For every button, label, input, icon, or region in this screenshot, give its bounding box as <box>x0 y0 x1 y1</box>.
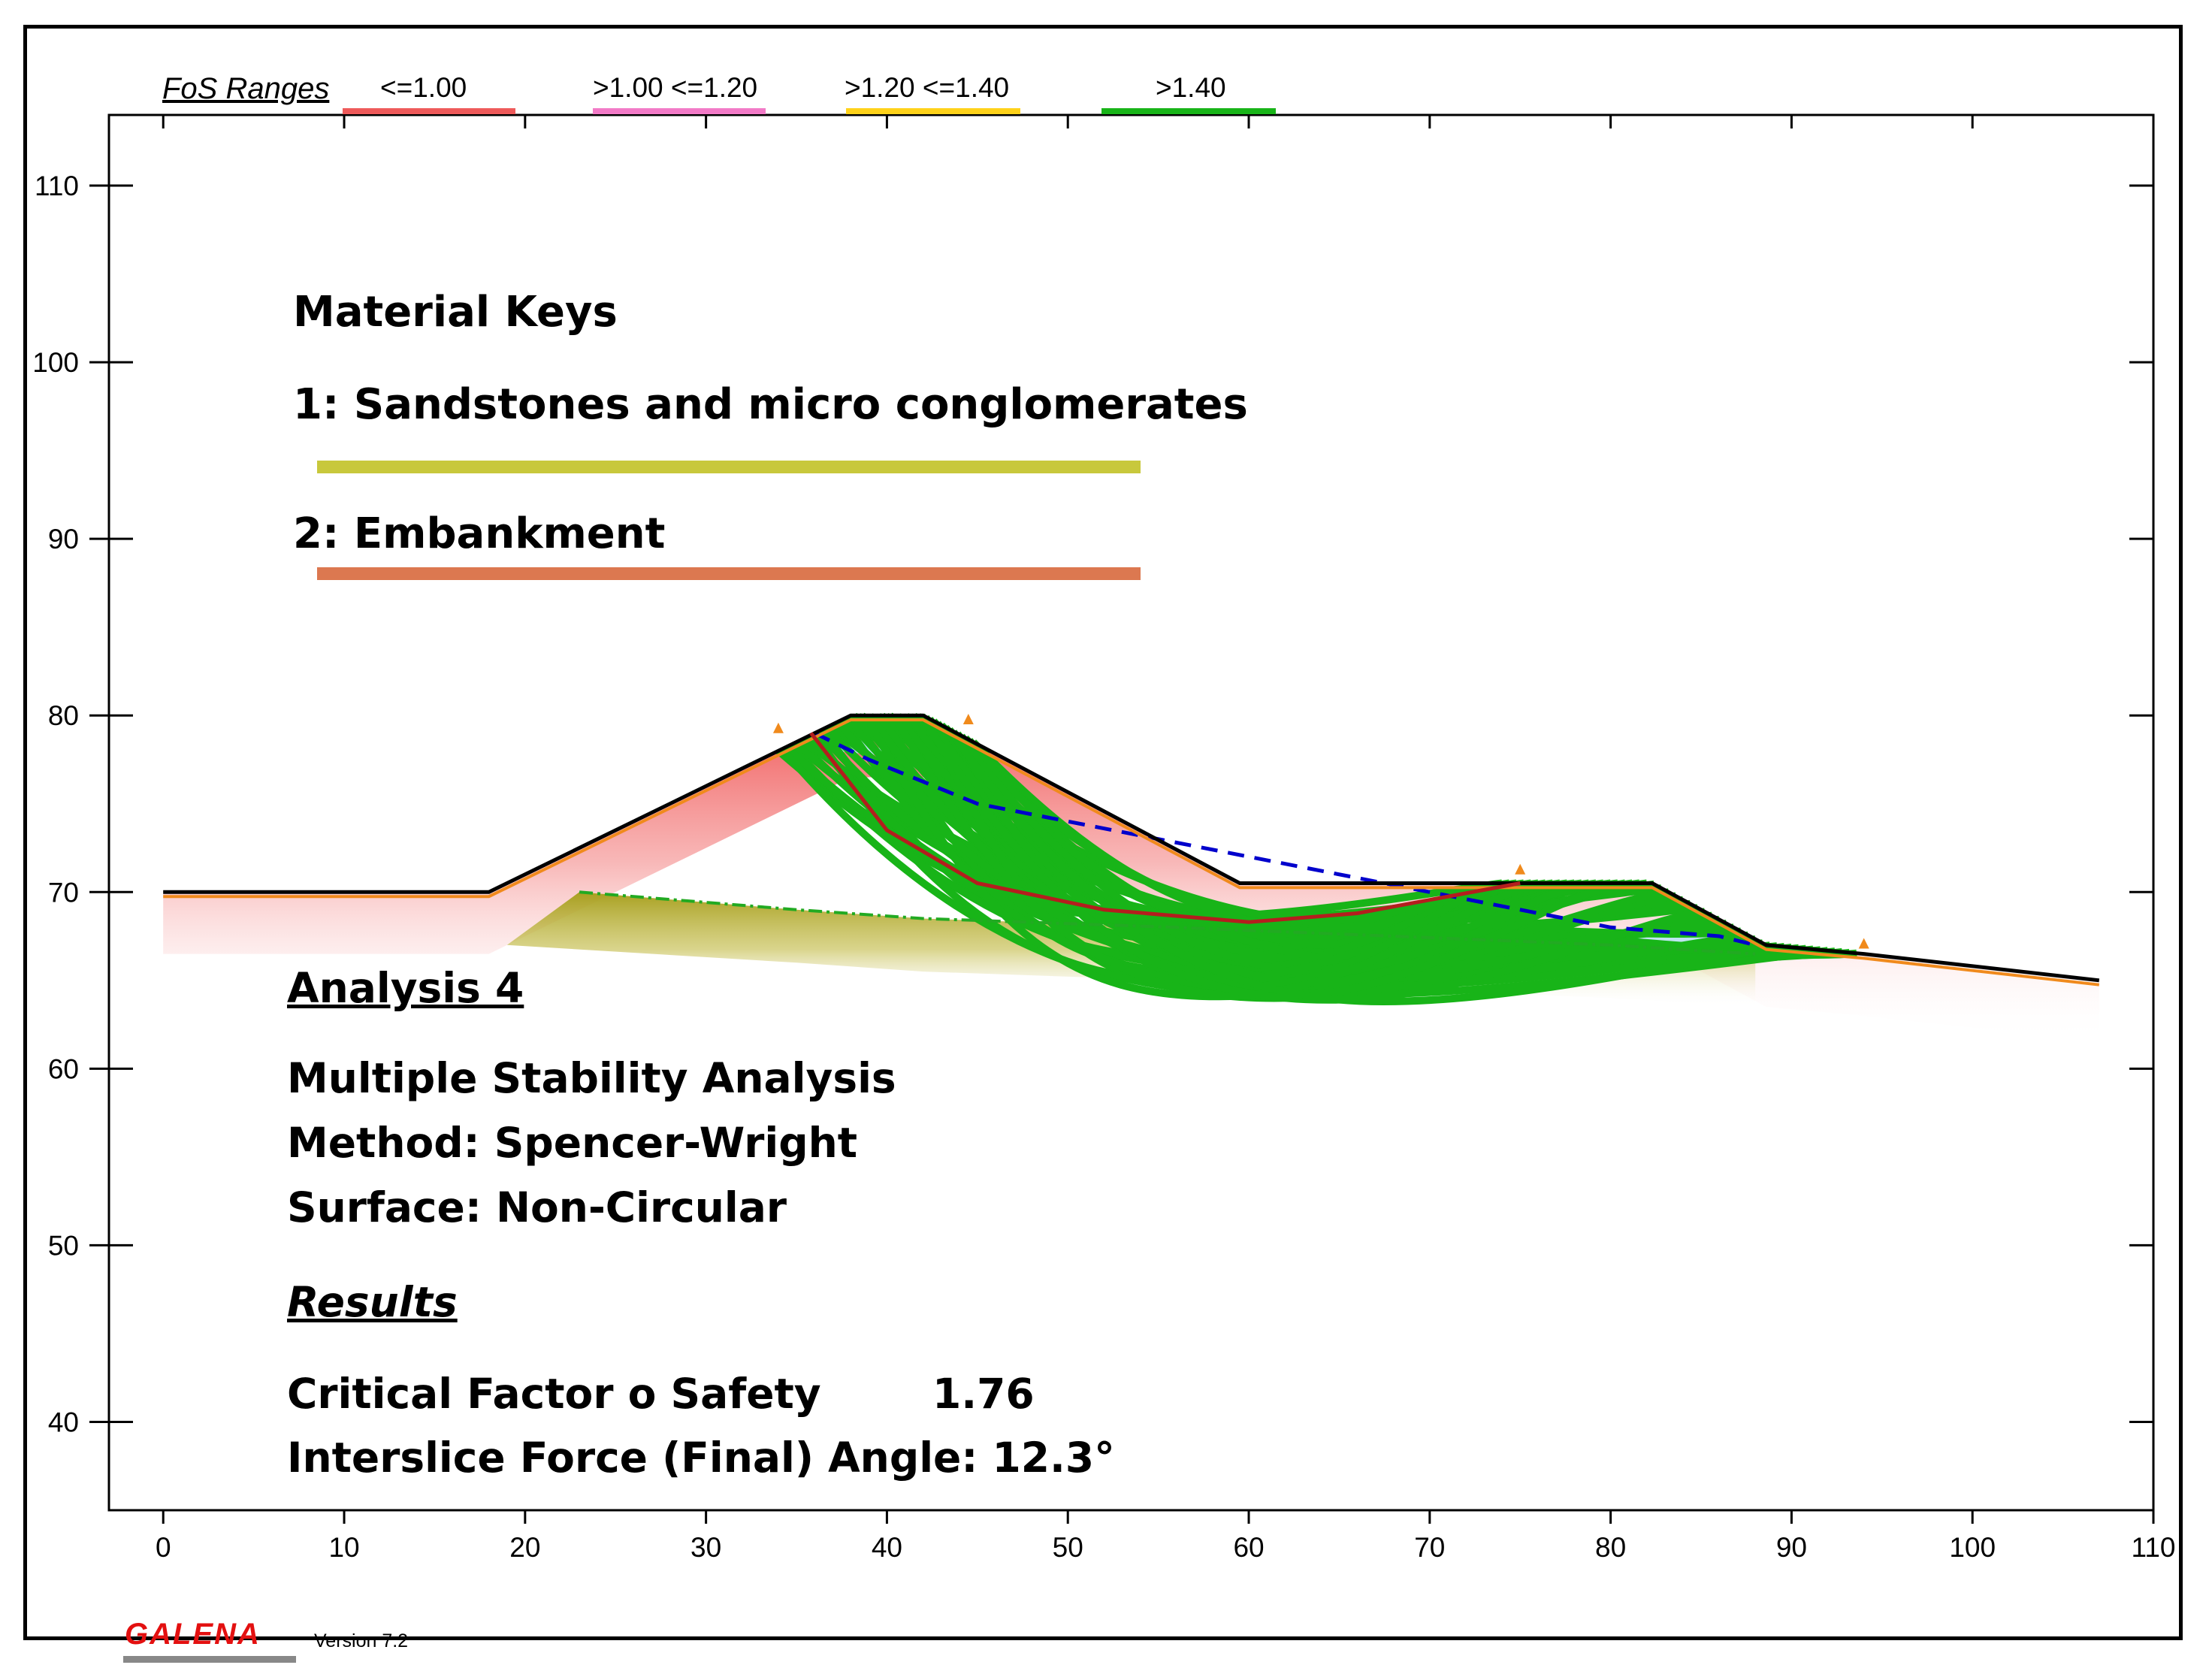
legend-swatch-4 <box>1101 108 1276 114</box>
limit-marker <box>962 714 974 724</box>
legend-swatch-1 <box>343 108 515 114</box>
interslice-angle-label: Interslice Force (Final) Angle: 12.3° <box>287 1434 1115 1482</box>
x-tick-label: 110 <box>2132 1532 2176 1563</box>
legend-label-4: >1.40 <box>1156 72 1226 103</box>
x-tick-label: 20 <box>509 1532 540 1563</box>
x-tick-label: 40 <box>872 1532 902 1563</box>
x-tick-label: 10 <box>328 1532 359 1563</box>
material-key-1-label: 1: Sandstones and micro conglomerates <box>293 380 1248 429</box>
fos-label: Critical Factor o Safety <box>287 1370 821 1418</box>
analysis-line-2: Method: Spencer-Wright <box>287 1119 858 1167</box>
analysis-title: Analysis 4 <box>287 964 524 1012</box>
stability-chart: 0 10 20 30 40 50 60 70 80 90 100 110 40 50 60 70 80 90 100… <box>32 113 2176 1563</box>
x-tick-label: 60 <box>1233 1532 1264 1563</box>
x-tick-label: 0 <box>156 1532 171 1563</box>
trial-surface <box>946 727 1785 1006</box>
axes: 0 10 20 30 40 50 60 70 80 90 100 110 40 50 60 70 80 90 100… <box>32 113 2176 1563</box>
water-table-line <box>814 731 1756 947</box>
plot-border <box>107 113 2155 1512</box>
x-tick-label: 70 <box>1414 1532 1445 1563</box>
limit-marker <box>772 722 784 733</box>
galena-logo-underline <box>123 1656 296 1663</box>
ground-surface-line <box>163 713 2100 983</box>
version-label: Version 7.2 <box>314 1630 409 1651</box>
profile-lines <box>163 713 2100 987</box>
x-tick-label: 50 <box>1053 1532 1083 1563</box>
figure-frame: 0 10 20 30 40 50 60 70 80 90 100 110 40 50 60 70 80 90 100… <box>23 25 2183 1663</box>
y-tick-label: 110 <box>35 171 79 201</box>
limit-marker <box>1515 863 1526 875</box>
material-keys-heading: Material Keys <box>293 288 618 337</box>
material-key-1-swatch <box>317 461 1141 473</box>
y-tick-label: 60 <box>48 1053 79 1084</box>
limit-marker <box>1858 938 1869 949</box>
analysis-line-1: Multiple Stability Analysis <box>287 1054 896 1102</box>
results-heading: Results <box>287 1278 458 1326</box>
legend-label-1: <=1.00 <box>380 72 467 103</box>
y-tick-label: 80 <box>48 700 79 731</box>
y-tick-label: 40 <box>48 1407 79 1437</box>
legend-label-2: >1.00 <=1.20 <box>593 72 758 103</box>
material-key-2-label: 2: Embankment <box>293 509 666 558</box>
critical-surface-line <box>809 732 1521 924</box>
x-tick-label: 30 <box>690 1532 721 1563</box>
legend-swatch-3 <box>846 108 1020 114</box>
x-tick-label: 90 <box>1776 1532 1807 1563</box>
surface-orange-line <box>163 718 2100 987</box>
galena-logo: GALENA <box>125 1618 261 1651</box>
analysis-line-3: Surface: Non-Circular <box>287 1183 787 1231</box>
y-tick-label: 90 <box>48 524 79 554</box>
legend-swatch-2 <box>593 108 766 114</box>
material-key-2-swatch <box>317 567 1141 580</box>
sandstone-boundary-line <box>579 890 1756 956</box>
y-tick-label: 70 <box>48 877 79 908</box>
y-tick-label: 100 <box>32 347 79 378</box>
x-tick-label: 80 <box>1595 1532 1626 1563</box>
fos-value: 1.76 <box>932 1370 1035 1418</box>
x-tick-label: 100 <box>1949 1532 1996 1563</box>
legend-title: FoS Ranges <box>162 72 330 105</box>
legend-label-3: >1.20 <=1.40 <box>845 72 1010 103</box>
y-tick-label: 50 <box>48 1230 79 1261</box>
